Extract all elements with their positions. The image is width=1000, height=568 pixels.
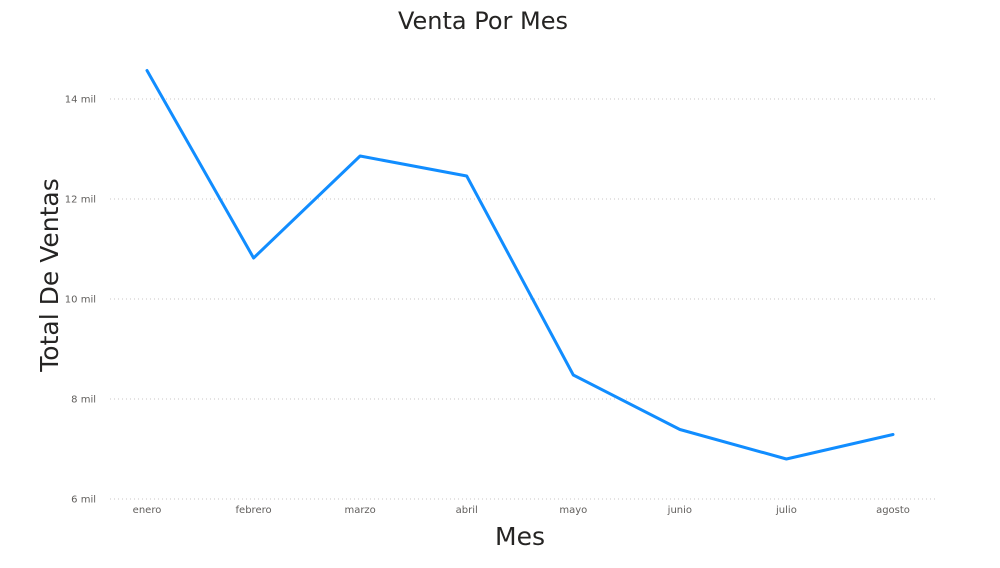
y-axis-ticks: 6 mil 8 mil 10 mil 12 mil 14 mil: [65, 95, 96, 506]
x-tick-label: febrero: [236, 505, 272, 516]
y-tick-label: 14 mil: [65, 95, 96, 106]
y-tick-label: 8 mil: [71, 395, 96, 406]
x-tick-label: enero: [133, 505, 162, 516]
y-axis-title: Total De Ventas: [35, 178, 64, 372]
series-line: [145, 69, 895, 461]
series-lines: [145, 69, 895, 461]
y-tick-label: 6 mil: [71, 495, 96, 506]
x-tick-label: mayo: [559, 505, 587, 516]
x-axis-title: Mes: [495, 522, 545, 551]
y-tick-label: 10 mil: [65, 295, 96, 306]
x-axis-ticks: enero febrero marzo abril mayo junio julio agos…: [133, 505, 910, 516]
x-tick-label: julio: [775, 505, 797, 516]
y-tick-label: 12 mil: [65, 195, 96, 206]
x-tick-label: agosto: [876, 505, 910, 516]
gridlines: [110, 98, 935, 500]
x-tick-label: marzo: [344, 505, 375, 516]
x-tick-label: junio: [667, 505, 692, 516]
chart-title: Venta Por Mes: [398, 7, 568, 35]
x-tick-label: abril: [456, 505, 478, 516]
